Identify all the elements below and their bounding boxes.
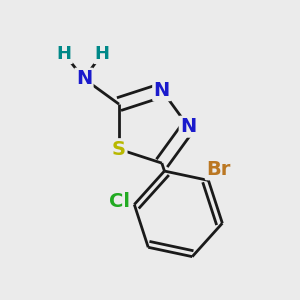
Text: Cl: Cl <box>109 192 130 211</box>
Text: S: S <box>112 140 126 159</box>
Text: N: N <box>76 69 92 88</box>
Text: N: N <box>180 117 196 136</box>
Text: Br: Br <box>206 160 231 179</box>
Text: H: H <box>56 45 71 63</box>
Text: H: H <box>95 45 110 63</box>
Text: N: N <box>154 81 170 100</box>
